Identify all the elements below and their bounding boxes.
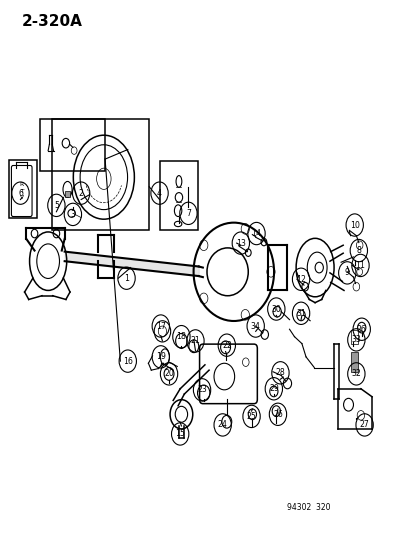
Text: 11: 11 [355, 261, 365, 270]
Text: 2: 2 [78, 189, 83, 198]
Text: 28: 28 [275, 368, 285, 377]
Bar [64, 191, 70, 197]
Bar [159, 161, 197, 230]
Text: 15: 15 [175, 430, 185, 439]
Text: 21: 21 [190, 336, 200, 345]
Text: 6: 6 [18, 189, 23, 198]
Text: 94302  320: 94302 320 [287, 503, 330, 512]
Text: 32: 32 [351, 369, 361, 378]
Text: 19: 19 [155, 352, 165, 361]
Text: 5: 5 [54, 201, 59, 210]
Text: 2-320A: 2-320A [21, 14, 82, 29]
Bar [350, 330, 357, 344]
Text: 18: 18 [176, 332, 186, 341]
Text: 12: 12 [295, 274, 305, 284]
Text: 9: 9 [344, 269, 349, 277]
Text: 8: 8 [356, 246, 361, 255]
Text: 26: 26 [273, 410, 282, 419]
Text: 13: 13 [235, 239, 245, 248]
Text: 22: 22 [221, 341, 231, 350]
Text: 26: 26 [356, 325, 366, 334]
Text: 34: 34 [250, 321, 260, 330]
Text: 4: 4 [157, 189, 161, 198]
Text: R
T
V: R T V [20, 182, 24, 200]
Text: 24: 24 [217, 421, 227, 430]
Text: 29: 29 [268, 384, 278, 393]
Text: 16: 16 [123, 357, 133, 366]
Text: 3: 3 [70, 210, 75, 219]
Text: 33: 33 [351, 335, 361, 344]
Text: 1: 1 [124, 273, 129, 282]
Text: 31: 31 [295, 309, 305, 318]
Text: 14: 14 [251, 229, 261, 238]
Bar [9, 160, 37, 217]
Text: 20: 20 [164, 369, 173, 378]
Text: 23: 23 [197, 385, 206, 394]
Bar [52, 119, 149, 230]
Bar [40, 119, 105, 171]
Text: 17: 17 [155, 321, 165, 330]
Text: 7: 7 [185, 209, 190, 218]
Bar [350, 352, 357, 372]
Text: 27: 27 [359, 421, 368, 430]
Text: 25: 25 [246, 412, 256, 421]
Text: 30: 30 [271, 304, 280, 313]
Text: 10: 10 [349, 221, 359, 230]
